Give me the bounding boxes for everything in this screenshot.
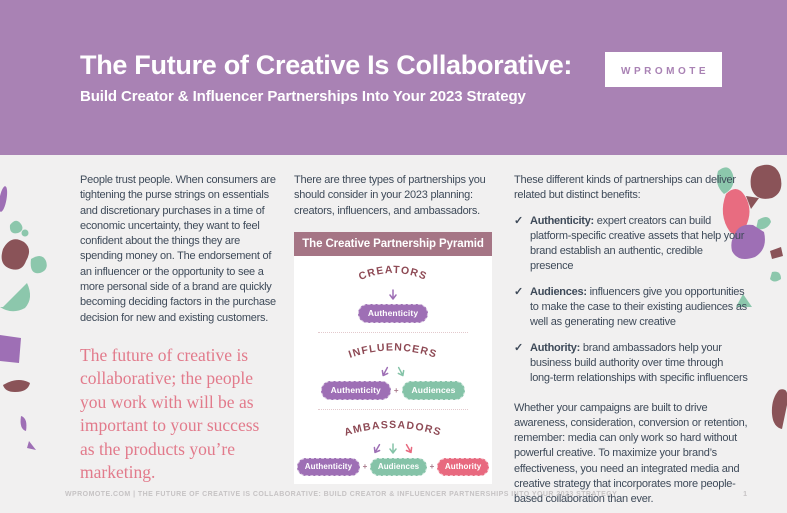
footer-source-line: WPROMOTE.COM | THE FUTURE OF CREATIVE IS… [65, 491, 618, 498]
arrow-down-left-icon [381, 366, 389, 377]
benefit-text: Audiences: influencers give you opportun… [530, 285, 747, 329]
wpromote-logo-text: WPROMOTE [621, 66, 709, 77]
pyramid-tier-creators: CREATORS Authenticity [294, 264, 492, 323]
benefits-intro: These different kinds of partnerships ca… [514, 174, 736, 202]
column-left: People trust people. When consumers are … [80, 173, 276, 485]
header-band: The Future of Creative Is Collaborative:… [0, 0, 787, 155]
page-number: 1 [743, 491, 747, 498]
pill-authority: Authority [437, 457, 489, 476]
pill-authenticity: Authenticity [320, 380, 391, 400]
arrow-down-icon [389, 289, 397, 300]
pull-quote: The future of creative is collaborative;… [80, 344, 260, 483]
benefit-authority: ✓ Authority: brand ambassadors help your… [514, 341, 748, 387]
page-title: The Future of Creative Is Collaborative: [80, 50, 573, 80]
benefit-text: Authenticity: expert creators can build … [530, 214, 745, 273]
closing-paragraph: Whether your campaigns are built to driv… [514, 401, 748, 506]
pyramid-tier-ambassadors: AMBASSADORS Authenticity + Audiences + A… [294, 418, 492, 476]
creative-partnership-pyramid: The Creative Partnership Pyramid CREATOR… [294, 231, 492, 484]
column-right: These different kinds of partnerships ca… [514, 173, 748, 508]
check-icon: ✓ [514, 285, 523, 298]
benefit-authenticity: ✓ Authenticity: expert creators can buil… [514, 214, 748, 275]
svg-text:CREATORS: CREATORS [357, 264, 429, 283]
pyramid-title: The Creative Partnership Pyramid [302, 237, 484, 250]
tier-divider [318, 408, 468, 410]
decorative-shapes-left [0, 186, 47, 450]
page-subtitle: Build Creator & Influencer Partnerships … [80, 88, 526, 105]
check-icon: ✓ [514, 214, 523, 227]
pyramid-tier-influencers: INFLUENCERS Authenticity + Audiences [294, 341, 492, 400]
influencers-arched-label: INFLUENCERS [347, 341, 439, 360]
pill-authenticity: Authenticity [297, 457, 360, 476]
pill-audiences: Audiences [370, 457, 427, 476]
pyramid-title-bar: The Creative Partnership Pyramid [294, 231, 492, 256]
plus-sign: + [362, 462, 368, 472]
plus-sign: + [393, 385, 399, 395]
check-icon: ✓ [514, 341, 523, 354]
benefit-text: Authority: brand ambassadors help your b… [530, 341, 748, 385]
plus-sign: + [429, 462, 435, 472]
wpromote-logo: WPROMOTE [605, 52, 722, 87]
svg-text:AMBASSADORS: AMBASSADORS [343, 419, 443, 439]
arrow-down-right-icon [397, 366, 405, 377]
partnership-types-paragraph: There are three types of partnerships yo… [294, 174, 486, 217]
creators-arched-label: CREATORS [357, 264, 429, 283]
arrow-down-left-icon [373, 443, 381, 454]
arrow-down-icon [389, 443, 397, 454]
benefit-audiences: ✓ Audiences: influencers give you opport… [514, 285, 748, 331]
tier-divider [318, 331, 468, 333]
svg-text:INFLUENCERS: INFLUENCERS [347, 341, 439, 360]
column-middle: There are three types of partnerships yo… [294, 173, 492, 484]
pill-authenticity: Authenticity [357, 303, 429, 323]
intro-paragraph: People trust people. When consumers are … [80, 174, 276, 324]
ambassadors-arched-label: AMBASSADORS [343, 419, 443, 439]
pill-audiences: Audiences [401, 380, 466, 400]
arrow-down-right-icon [405, 443, 413, 454]
